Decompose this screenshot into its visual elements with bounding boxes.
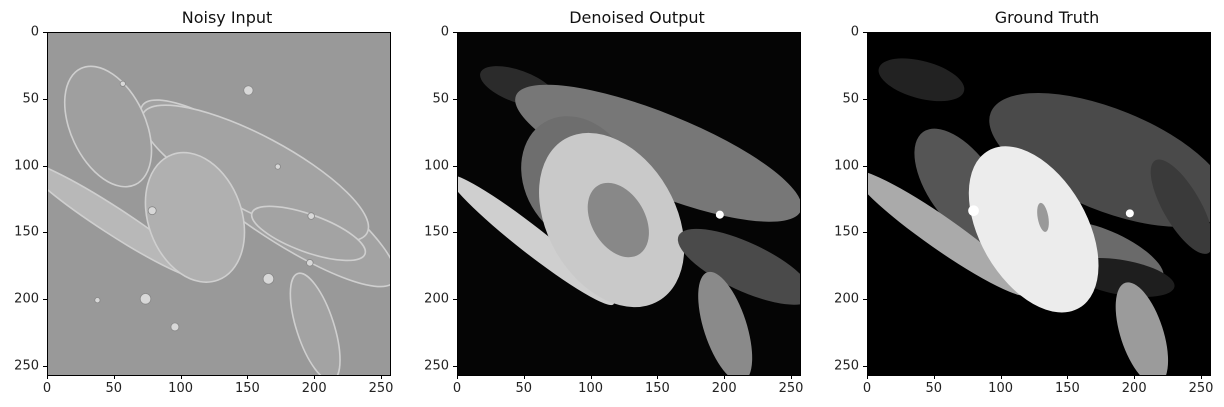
x-tick-mark — [247, 375, 249, 379]
x-tick-label: 200 — [301, 381, 327, 396]
y-tick-mark — [43, 98, 47, 100]
x-tick-label: 250 — [368, 381, 394, 396]
y-tick-mark — [863, 98, 867, 100]
x-tick-label: 250 — [1188, 381, 1214, 396]
x-tick-mark — [523, 375, 525, 379]
x-tick-mark — [790, 375, 792, 379]
y-tick-mark — [43, 299, 47, 301]
x-tick-label: 200 — [711, 381, 737, 396]
y-tick-mark — [43, 165, 47, 167]
x-tick-mark — [1200, 375, 1202, 379]
x-tick-mark — [113, 375, 115, 379]
y-tick-label: 100 — [14, 158, 39, 174]
x-tick-mark — [867, 375, 868, 379]
y-tick-label: 150 — [14, 224, 39, 240]
x-tick-mark — [1067, 375, 1069, 379]
denoised-output-image — [457, 32, 801, 376]
y-tick-label: 100 — [834, 158, 859, 174]
x-tick-label: 150 — [234, 381, 260, 396]
panel-noisy-input: Noisy Input — [14, 0, 417, 407]
y-tick-label: 50 — [22, 91, 39, 107]
x-tick-label: 50 — [515, 381, 533, 396]
x-tick-label: 150 — [1054, 381, 1080, 396]
x-tick-label: 100 — [578, 381, 604, 396]
x-tick-mark — [1134, 375, 1136, 379]
x-tick-label: 50 — [925, 381, 943, 396]
x-tick-mark — [657, 375, 659, 379]
x-tick-label: 0 — [862, 381, 872, 396]
x-tick-label: 100 — [988, 381, 1014, 396]
x-tick-label: 50 — [105, 381, 123, 396]
x-tick-mark — [590, 375, 592, 379]
y-tick-label: 0 — [850, 24, 859, 40]
y-tick-label: 250 — [834, 358, 859, 374]
y-tick-label: 200 — [424, 291, 449, 307]
x-tick-label: 150 — [644, 381, 670, 396]
y-tick-mark — [863, 165, 867, 167]
y-tick-mark — [863, 32, 867, 33]
x-tick-mark — [180, 375, 182, 379]
y-tick-mark — [43, 232, 47, 234]
x-tick-label: 200 — [1121, 381, 1147, 396]
panel-denoised-output: Denoised Output 0 50 100 150 200 250 0 50 100 150… — [424, 0, 827, 407]
y-tick-mark — [863, 232, 867, 234]
y-tick-mark — [453, 98, 457, 100]
y-tick-mark — [453, 32, 457, 33]
y-tick-mark — [43, 32, 47, 33]
x-tick-mark — [1000, 375, 1002, 379]
x-tick-label: 0 — [42, 381, 52, 396]
x-tick-mark — [457, 375, 458, 379]
y-tick-label: 200 — [834, 291, 859, 307]
y-tick-label: 50 — [432, 91, 449, 107]
y-tick-label: 250 — [14, 358, 39, 374]
y-tick-label: 50 — [842, 91, 859, 107]
panel-title: Ground Truth — [994, 8, 1100, 27]
x-tick-mark — [314, 375, 316, 379]
panel-title: Denoised Output — [569, 8, 705, 27]
y-tick-mark — [453, 232, 457, 234]
ground-truth-image — [867, 32, 1211, 376]
x-tick-label: 100 — [168, 381, 194, 396]
x-tick-label: 250 — [778, 381, 804, 396]
y-tick-label: 250 — [424, 358, 449, 374]
y-tick-mark — [453, 365, 457, 367]
y-tick-mark — [453, 299, 457, 301]
y-tick-label: 0 — [30, 24, 39, 40]
y-tick-mark — [453, 165, 457, 167]
y-tick-label: 100 — [424, 158, 449, 174]
y-tick-label: 0 — [440, 24, 449, 40]
y-tick-mark — [43, 365, 47, 367]
y-tick-mark — [863, 299, 867, 301]
x-tick-mark — [47, 375, 48, 379]
y-tick-mark — [863, 365, 867, 367]
y-tick-label: 150 — [424, 224, 449, 240]
panel-ground-truth: Ground Truth 0 50 100 150 200 250 0 50 100 150 200… — [834, 0, 1224, 407]
x-tick-label: 0 — [452, 381, 462, 396]
panel-title: Noisy Input — [181, 8, 273, 27]
y-tick-label: 200 — [14, 291, 39, 307]
x-tick-mark — [380, 375, 382, 379]
y-tick-label: 150 — [834, 224, 859, 240]
x-tick-mark — [724, 375, 726, 379]
noisy-input-image — [47, 32, 391, 376]
x-tick-mark — [933, 375, 935, 379]
